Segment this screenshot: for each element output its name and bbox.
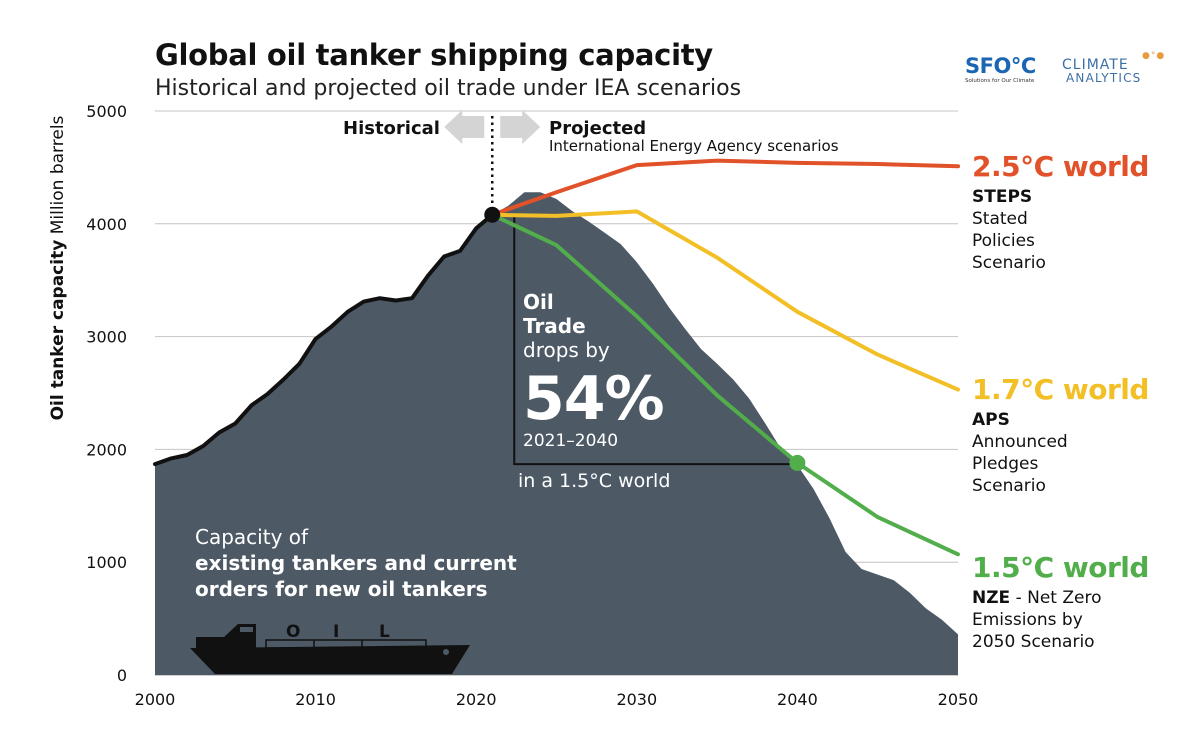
drop-period: 2021–2040 bbox=[523, 431, 619, 451]
scenario-aps-code: APS bbox=[972, 410, 1010, 430]
x-tick-2010: 2010 bbox=[295, 690, 336, 709]
y-axis: 0 1000 2000 3000 4000 5000 bbox=[86, 102, 127, 685]
historical-label: Historical bbox=[343, 118, 440, 139]
scenario-aps-heading: 1.7°C world bbox=[972, 373, 1149, 406]
scenario-nze-desc-first: - Net Zero bbox=[1010, 588, 1102, 608]
ship-window bbox=[240, 627, 253, 632]
x-tick-2050: 2050 bbox=[938, 690, 979, 709]
oil-trade-callout: Oil Trade drops by 54% 2021–2040 bbox=[523, 290, 665, 451]
capacity-area-shape bbox=[155, 192, 958, 675]
left-arrow-icon bbox=[444, 110, 485, 144]
y-tick-0: 0 bbox=[117, 666, 127, 685]
scenario-aps-desc-1: Announced bbox=[972, 432, 1068, 452]
scenario-steps-desc-3: Scenario bbox=[972, 253, 1046, 273]
ship-letter-o: O bbox=[286, 622, 301, 642]
x-tick-2020: 2020 bbox=[456, 690, 497, 709]
y-tick-2000: 2000 bbox=[86, 440, 127, 459]
ship-cargo-outline bbox=[265, 639, 427, 649]
ship-letter-l: L bbox=[379, 622, 390, 642]
scenario-steps-desc-1: Stated bbox=[972, 209, 1028, 229]
y-tick-1000: 1000 bbox=[86, 553, 127, 572]
capacity-line-1: Capacity of bbox=[195, 525, 309, 549]
y-axis-label: Oil tanker capacity Million barrels bbox=[48, 116, 68, 421]
scenario-aps-desc-2: Pledges bbox=[972, 454, 1039, 474]
capacity-line-2: existing tankers and current bbox=[195, 551, 517, 575]
y-tick-4000: 4000 bbox=[86, 215, 127, 234]
y-axis-label-unit: Million barrels bbox=[48, 115, 68, 235]
sfoc-logo: SFO°C Solutions for Our Climate bbox=[965, 56, 1045, 85]
scenario-nze-code: NZE bbox=[972, 588, 1011, 608]
chart-subtitle: Historical and projected oil trade under… bbox=[155, 76, 742, 101]
chart-title: Global oil tanker shipping capacity bbox=[155, 38, 713, 72]
tanker-ship-icon bbox=[190, 624, 470, 674]
capacity-area bbox=[155, 192, 958, 675]
x-tick-2000: 2000 bbox=[135, 690, 176, 709]
x-tick-2030: 2030 bbox=[616, 690, 657, 709]
y-tick-3000: 3000 bbox=[86, 328, 127, 347]
y-tick-5000: 5000 bbox=[86, 102, 127, 121]
capacity-caption: Capacity of existing tankers and current… bbox=[195, 524, 517, 602]
y-axis-label-bold: Oil tanker capacity bbox=[48, 239, 68, 421]
projected-label: Projected bbox=[549, 118, 647, 139]
scenario-steps-heading: 2.5°C world bbox=[972, 150, 1149, 183]
ship-hull bbox=[190, 645, 470, 674]
scenario-aps: 1.7°C world APS Announced Pledges Scenar… bbox=[972, 373, 1149, 497]
marker-2040 bbox=[789, 454, 806, 471]
ca-logo-line2: ANALYTICS bbox=[1066, 71, 1142, 85]
drops-by-text: drops by bbox=[523, 338, 610, 362]
x-tick-2040: 2040 bbox=[777, 690, 818, 709]
ship-porthole bbox=[443, 649, 449, 655]
ship-letter-i: I bbox=[333, 622, 340, 642]
iea-label: International Energy Agency scenarios bbox=[549, 137, 839, 155]
x-axis: 2000 2010 2020 2030 2040 2050 bbox=[135, 690, 979, 709]
scenario-nze-desc-2: 2050 Scenario bbox=[972, 632, 1095, 652]
sfoc-tagline: Solutions for Our Climate bbox=[965, 78, 1035, 84]
oil-word: Oil bbox=[523, 290, 554, 314]
direction-arrows bbox=[444, 110, 541, 144]
trade-word: Trade bbox=[523, 314, 586, 338]
scenario-nze-heading: 1.5°C world bbox=[972, 551, 1149, 584]
capacity-line-3: orders for new oil tankers bbox=[195, 577, 488, 601]
right-arrow-icon bbox=[500, 110, 541, 144]
marker-2021 bbox=[484, 206, 501, 223]
scenario-aps-desc-3: Scenario bbox=[972, 476, 1046, 496]
world-note: in a 1.5°C world bbox=[518, 470, 671, 492]
ca-logo-dots-icon: ●°● bbox=[1142, 51, 1166, 61]
series-line-nze bbox=[490, 212, 960, 557]
drop-percent: 54% bbox=[523, 364, 665, 434]
series-line-historical bbox=[153, 212, 495, 467]
scenario-nze-desc-1: Emissions by bbox=[972, 610, 1083, 630]
scenario-steps-code: STEPS bbox=[972, 187, 1033, 207]
climate-analytics-logo: CLIMATE ANALYTICS ●°● bbox=[1062, 52, 1164, 85]
ca-logo-line1: CLIMATE bbox=[1062, 57, 1129, 73]
scenario-nze: 1.5°C world NZE - Net Zero Emissions by … bbox=[972, 551, 1149, 653]
ship-deck bbox=[196, 637, 224, 648]
series-lines bbox=[153, 158, 960, 557]
scenario-steps: 2.5°C world STEPS Stated Policies Scenar… bbox=[972, 150, 1149, 274]
series-line-steps bbox=[490, 158, 960, 217]
data-markers bbox=[484, 206, 806, 471]
scenario-steps-desc-2: Policies bbox=[972, 231, 1035, 251]
sfoc-logo-text: SFO°C bbox=[965, 54, 1036, 78]
series-line-aps bbox=[490, 209, 960, 392]
